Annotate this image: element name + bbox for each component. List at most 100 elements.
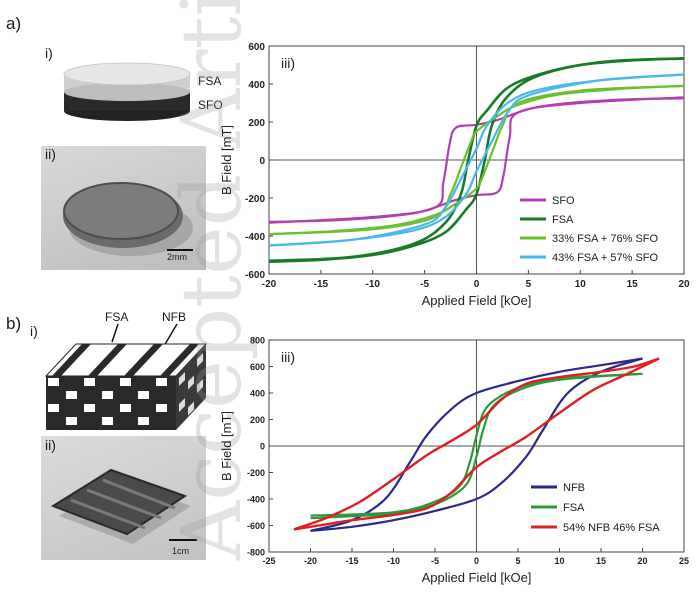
front-check [48,404,59,412]
panel-a-label: a) [6,14,22,33]
disc-photo-sample [63,182,193,256]
disc-top-surface [63,62,191,86]
front-check [120,404,131,412]
panel-a-i-label: i) [45,45,53,61]
side-check [197,379,203,393]
chart-a-hysteresis: -20 -15 -10 -5 0 5 10 15 20 -600 -400 -200 0 200 400 60… [219,42,690,308]
x-tick-label: 20 [678,279,690,290]
front-check [120,378,131,386]
series-upper-branch [310,357,643,532]
x-tick-label: 15 [596,556,606,566]
nfb-fiber-label: NFB [162,310,186,324]
series-fsa [268,57,685,263]
front-check [138,391,149,399]
x-tick-label: 0 [474,279,480,290]
top-stripe [160,344,199,376]
series-lower-branch [293,357,660,531]
woven-texture-1 [70,498,146,530]
disc-photo [41,146,206,270]
x-tick-label: 5 [515,556,520,566]
x-tick-label: -5 [431,556,439,566]
y-tick-label: -600 [245,270,265,281]
front-check [102,417,113,425]
top-stripe [52,344,91,376]
x-tick-label: -15 [345,556,358,566]
panel-b-label: b) [6,314,22,333]
y-tick-label: -200 [247,468,265,478]
nfb-pointer [163,323,178,347]
y-tick-label: -200 [245,194,265,205]
y-tick-label: 800 [250,336,265,346]
y-tick-label: -400 [247,495,265,505]
side-check [179,372,185,386]
panel-iii-label: iii) [281,55,295,71]
sfo-layer-label: SFO [198,98,223,112]
y-tick-label: 400 [250,389,265,399]
y-tick-label: 200 [248,118,265,129]
block-top-stripes [52,344,199,376]
y-tick-label: -600 [247,521,265,531]
series-lower-branch [268,96,685,223]
woven-photo-sample [50,468,197,544]
y-tick-label: -400 [245,232,265,243]
fsa-layer-label: FSA [198,74,222,88]
front-check [66,391,77,399]
fsa-fiber-label: FSA [105,310,129,324]
front-check [102,391,113,399]
scale-bar-1cm: 1cm [172,546,190,556]
series-33-fsa-76-sfo [268,84,685,236]
x-tick-label: 20 [637,556,647,566]
block-side-checks [179,353,203,416]
series-lower-branch [268,84,685,236]
panel-a-ii-label: ii) [45,146,56,162]
series-lower-branch [268,57,685,263]
panel-b-ii-label: ii) [45,437,56,453]
front-check [84,378,95,386]
legend-label: 43% FSA + 57% SFO [552,252,659,264]
y-tick-label: 200 [250,415,265,425]
panel-b-i-label: i) [30,323,38,339]
chart-b-hysteresis: -25 -20 -15 -10 -5 0 5 10 15 20 25 -800 -600 -400 -200… [219,336,689,586]
woven-block-illustration [44,323,208,430]
front-check [66,417,77,425]
fsa-pointer [111,323,119,343]
legend-label: FSA [552,214,574,226]
x-tick-label: -10 [366,279,381,290]
side-check [179,398,185,412]
disc-sample-top [63,182,179,240]
series-lower-branch [310,357,643,532]
top-stripe [124,344,163,376]
y-axis-label: B Field [mT] [219,411,234,481]
woven-texture-3 [102,478,176,510]
side-check [197,353,203,367]
top-stripe [88,344,127,376]
x-tick-label: 25 [679,556,689,566]
series-54-nfb-46-fsa [293,357,660,531]
legend-label: FSA [563,502,585,514]
legend-label: NFB [563,482,585,494]
x-tick-label: 0 [474,556,479,566]
y-tick-label: 400 [248,80,265,91]
side-check [188,401,194,416]
x-tick-label: 5 [526,279,532,290]
scale-bar-2mm: 2mm [167,252,187,262]
woven-photo [41,436,206,560]
x-tick-label: 15 [627,279,639,290]
x-tick-label: -5 [420,279,429,290]
y-tick-label: 600 [248,42,265,53]
front-check [156,404,167,412]
y-axis-label: B Field [mT] [219,125,234,195]
series-nfb [310,357,643,532]
y-tick-label: 0 [260,442,265,452]
block-front-checks [48,378,167,425]
y-tick-label: -800 [247,548,265,558]
legend-label: 33% FSA + 76% SFO [552,233,659,245]
fsa-layer-edge [64,83,190,101]
x-tick-label: -10 [387,556,400,566]
legend-label: SFO [552,195,575,207]
front-check [84,404,95,412]
y-tick-label: 600 [250,362,265,372]
x-tick-label: 10 [575,279,587,290]
series-lower-branch [268,73,685,247]
side-check [188,375,194,390]
